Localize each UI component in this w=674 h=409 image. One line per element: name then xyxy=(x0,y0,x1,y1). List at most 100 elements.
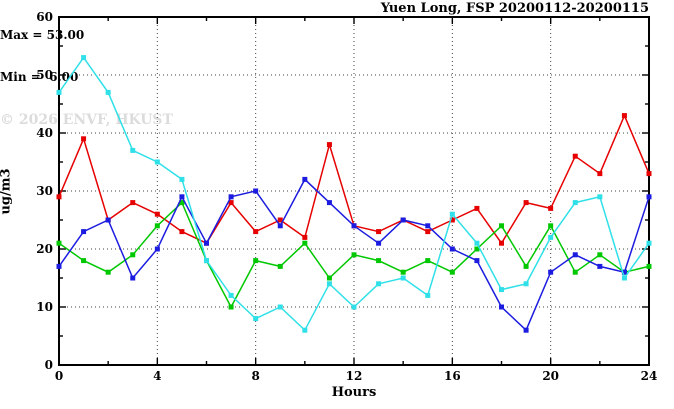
series-green-marker xyxy=(523,263,529,269)
y-tick-label: 20 xyxy=(36,242,53,256)
series-cyan-marker xyxy=(548,234,554,240)
series-green-marker xyxy=(425,258,431,264)
x-tick-label: 12 xyxy=(346,369,363,383)
series-cyan-marker xyxy=(277,304,283,310)
series-cyan-marker xyxy=(105,89,111,95)
series-blue-marker xyxy=(204,240,209,246)
series-green-marker xyxy=(351,252,357,258)
series-blue-marker xyxy=(400,217,406,223)
series-blue-marker xyxy=(253,188,259,194)
x-tick-label: 4 xyxy=(153,369,161,383)
series-green-marker xyxy=(400,269,406,275)
series-cyan-marker xyxy=(302,327,308,333)
series-green-marker xyxy=(105,269,111,275)
series-green-marker xyxy=(597,252,603,258)
series-red-marker xyxy=(499,240,504,246)
series-blue-marker xyxy=(154,246,160,252)
y-axis-label: ug/m3 xyxy=(0,168,14,215)
x-tick-label: 16 xyxy=(444,369,461,383)
series-cyan-marker xyxy=(621,275,627,281)
y-tick-label: 10 xyxy=(36,300,53,314)
series-green-marker xyxy=(253,258,259,264)
series-blue-marker xyxy=(499,304,504,310)
series-green-marker xyxy=(572,269,578,275)
series-red-marker xyxy=(646,171,652,177)
x-tick-label: 24 xyxy=(641,369,658,383)
series-red-marker xyxy=(228,200,234,206)
max-min-annotation: Max = 53.00 Min = 6.00 xyxy=(0,0,674,112)
series-cyan-marker xyxy=(154,159,160,165)
chart-title: Yuen Long, FSP 20200112-20200115 xyxy=(380,1,649,16)
series-cyan-marker xyxy=(474,240,480,246)
series-red-marker xyxy=(548,205,554,211)
series-blue-marker xyxy=(228,194,234,200)
series-cyan-marker xyxy=(597,194,603,200)
series-green-marker xyxy=(56,240,62,246)
series-red-marker xyxy=(130,200,136,206)
series-red-marker xyxy=(425,229,431,235)
y-tick-label: 30 xyxy=(36,184,53,198)
series-blue-marker xyxy=(179,194,185,200)
y-tick-label: 0 xyxy=(45,358,53,372)
series-cyan-marker xyxy=(179,176,185,182)
series-green-marker xyxy=(228,304,234,310)
series-cyan-marker xyxy=(376,281,382,287)
x-tick-label: 20 xyxy=(542,369,559,383)
series-green-marker xyxy=(130,252,136,258)
series-blue-marker xyxy=(646,194,652,200)
series-red-marker xyxy=(154,211,160,217)
series-red-marker xyxy=(277,217,283,223)
series-blue-marker xyxy=(474,258,480,264)
series-blue-marker xyxy=(548,269,554,275)
max-annotation: Max = 53.00 xyxy=(0,28,85,42)
series-red-marker xyxy=(474,205,480,211)
series-red-marker xyxy=(449,217,455,223)
series-cyan-marker xyxy=(499,287,504,293)
series-red-marker xyxy=(572,153,578,159)
series-blue-marker xyxy=(449,246,455,252)
series-green-marker xyxy=(499,223,504,229)
series-cyan-marker xyxy=(130,147,136,153)
series-green-marker xyxy=(154,223,160,229)
series-red-marker xyxy=(621,113,627,119)
x-tick-label: 8 xyxy=(251,369,259,383)
series-cyan-marker xyxy=(646,240,652,246)
series-red-marker xyxy=(253,229,259,235)
watermark: © 2026 ENVF, HKUST xyxy=(0,112,173,128)
series-green-marker xyxy=(302,240,308,246)
series-blue-marker xyxy=(130,275,136,281)
series-cyan-marker xyxy=(204,258,209,264)
series-blue-marker xyxy=(81,229,87,235)
series-blue-marker xyxy=(523,327,529,333)
series-blue-marker xyxy=(425,223,431,229)
series-green-marker xyxy=(449,269,455,275)
series-red-marker xyxy=(179,229,185,235)
min-annotation: Min = 6.00 xyxy=(0,70,79,84)
series-green-marker xyxy=(474,246,480,252)
series-blue-marker xyxy=(376,240,382,246)
series-blue-marker xyxy=(597,263,603,269)
series-green-marker xyxy=(81,258,87,264)
y-tick-label: 50 xyxy=(36,68,53,82)
series-blue-marker xyxy=(302,176,308,182)
x-tick-label: 0 xyxy=(55,369,63,383)
series-green-marker xyxy=(376,258,382,264)
series-cyan-marker xyxy=(400,275,406,281)
series-green-marker xyxy=(179,200,185,206)
series-cyan-marker xyxy=(81,55,87,61)
series-red-marker xyxy=(56,194,62,200)
series-blue-marker xyxy=(326,200,332,206)
series-red-marker xyxy=(326,142,332,148)
series-green-marker xyxy=(326,275,332,281)
y-tick-label: 40 xyxy=(36,126,53,140)
series-cyan-marker xyxy=(449,211,455,217)
x-axis-label: Hours xyxy=(331,385,377,400)
series-cyan-marker xyxy=(523,281,529,287)
series-blue-marker xyxy=(621,269,627,275)
series-cyan-marker xyxy=(425,292,431,298)
series-blue-marker xyxy=(351,223,357,229)
series-blue-marker xyxy=(572,252,578,258)
series-green-marker xyxy=(277,263,283,269)
